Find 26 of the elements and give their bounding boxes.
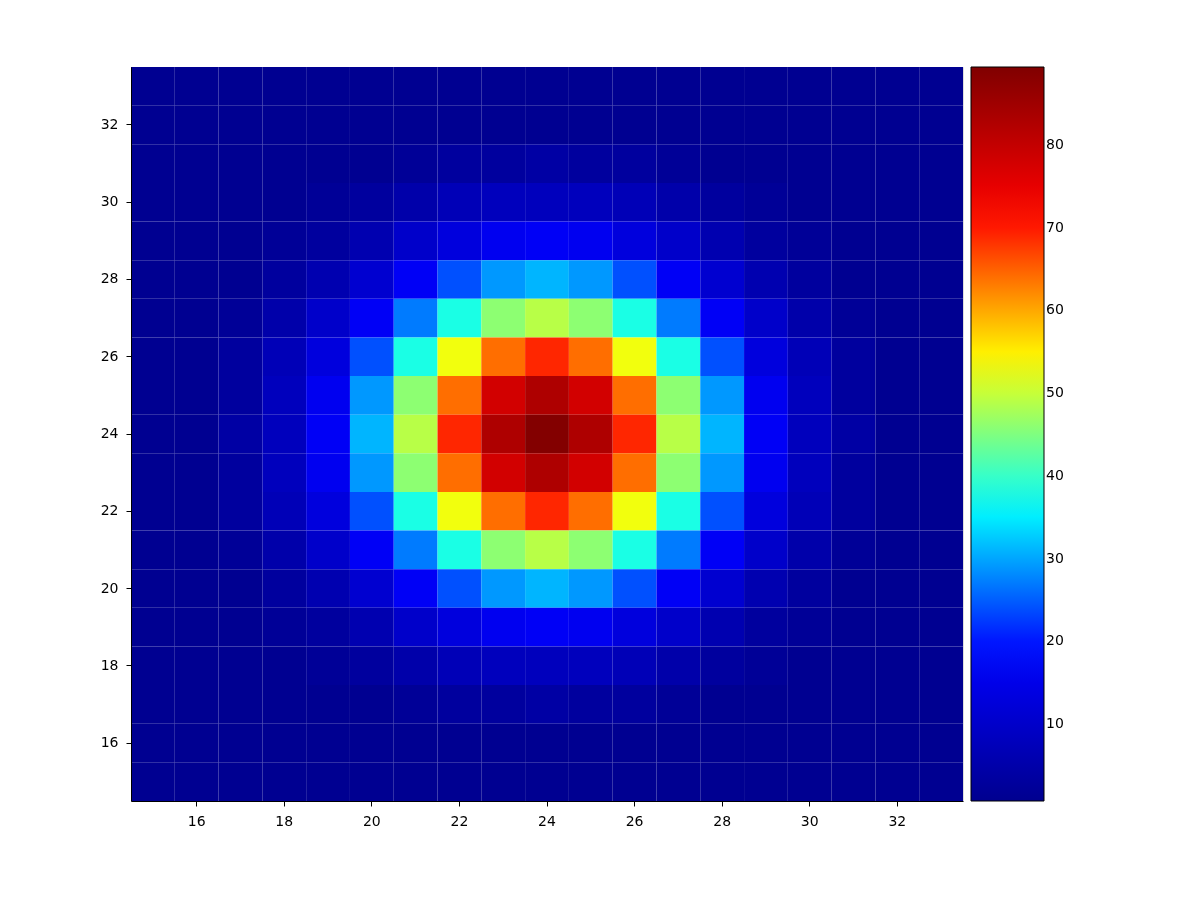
x-tick-label: 30: [800, 812, 819, 829]
y-tick-label: 16: [100, 734, 119, 751]
y-tick-label: 32: [100, 115, 119, 132]
color-bar-label: 70: [1046, 218, 1064, 235]
y-tick-label: 20: [100, 579, 119, 596]
y-tick-label: 28: [100, 270, 119, 287]
x-tick-label: 24: [538, 812, 556, 829]
x-tick-label: 18: [275, 812, 294, 829]
y-tick-label: 30: [100, 193, 119, 210]
color-bar-label: 50: [1046, 384, 1064, 401]
color-bar-label: 10: [1046, 715, 1064, 732]
color-bar-label: 40: [1046, 466, 1064, 483]
y-tick-label: 18: [100, 656, 119, 673]
color-bar-label: 60: [1046, 301, 1064, 318]
color-bar-label: 20: [1046, 632, 1064, 649]
y-tick-label: 26: [100, 347, 119, 364]
color-bar-label: 80: [1046, 135, 1064, 152]
y-tick-label: 22: [100, 502, 119, 519]
color-bar-label: 30: [1046, 549, 1064, 566]
x-tick-label: 32: [888, 812, 907, 829]
x-tick-label: 26: [625, 812, 644, 829]
x-tick-label: 20: [362, 812, 381, 829]
x-tick-label: 22: [450, 812, 469, 829]
x-tick-label: 28: [713, 812, 732, 829]
x-tick-label: 16: [187, 812, 206, 829]
y-tick-label: 24: [100, 425, 119, 441]
